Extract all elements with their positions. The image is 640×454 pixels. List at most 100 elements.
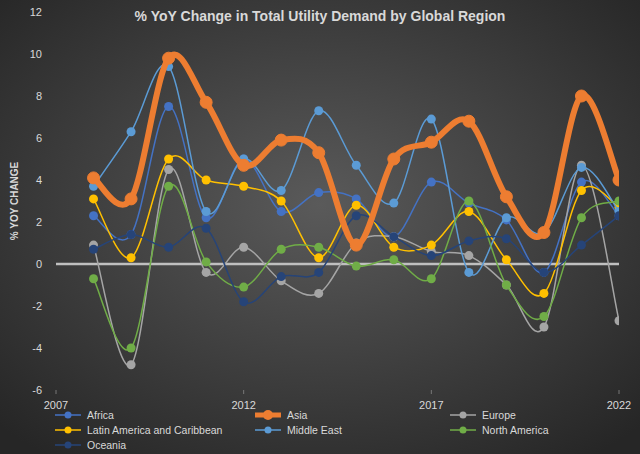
series-marker	[502, 234, 511, 243]
y-tick-label: -4	[32, 342, 42, 354]
series-marker	[389, 232, 398, 241]
zero-line	[56, 263, 619, 266]
series-marker	[125, 193, 137, 205]
legend-label: Europe	[482, 409, 516, 421]
legend-marker	[460, 412, 467, 419]
series-marker	[502, 255, 511, 264]
series-marker	[464, 207, 473, 216]
series-marker	[127, 230, 136, 239]
legend-marker	[65, 412, 72, 419]
series-marker	[464, 197, 473, 206]
series-marker	[127, 360, 136, 369]
legend-label: Africa	[87, 409, 114, 421]
series-marker	[425, 136, 437, 148]
series-marker	[352, 201, 361, 210]
legend-marker	[265, 427, 272, 434]
series-marker	[577, 163, 586, 172]
series-marker	[388, 153, 400, 165]
series-marker	[389, 232, 398, 241]
y-axis-label: % YOY CHANGE	[9, 161, 20, 240]
series-line	[94, 65, 619, 275]
y-tick-label: 6	[36, 132, 42, 144]
plot-area	[88, 52, 619, 369]
series-marker	[464, 236, 473, 245]
legend-label: Oceania	[87, 439, 126, 451]
x-tick-label: 2007	[44, 399, 68, 411]
series-marker	[277, 207, 286, 216]
series-marker	[352, 161, 361, 170]
series-marker	[202, 257, 211, 266]
series-marker	[314, 106, 323, 115]
series-marker	[239, 243, 248, 252]
series-marker	[539, 268, 548, 277]
series-marker	[427, 241, 436, 250]
series-marker	[575, 90, 587, 102]
series-marker	[427, 178, 436, 187]
series-marker	[202, 176, 211, 185]
series-marker	[164, 155, 173, 164]
series-marker	[89, 274, 98, 283]
series-marker	[539, 323, 548, 332]
legend-marker	[65, 442, 72, 449]
series-marker	[164, 102, 173, 111]
series-marker	[277, 245, 286, 254]
chart: % YoY Change in Total Utility Demand by …	[0, 0, 640, 454]
y-tick-label: 12	[30, 6, 42, 18]
x-tick-label: 2022	[607, 399, 631, 411]
series-marker	[88, 172, 100, 184]
series-marker	[164, 243, 173, 252]
series-marker	[89, 194, 98, 203]
y-tick-label: 2	[36, 216, 42, 228]
series-marker	[500, 191, 512, 203]
series-marker	[314, 289, 323, 298]
series-marker	[350, 239, 362, 251]
y-tick-label: -6	[32, 384, 42, 396]
x-tick	[431, 390, 432, 394]
series-line	[94, 165, 619, 365]
y-tick-label: 4	[36, 174, 42, 186]
series-line	[94, 215, 619, 304]
legend-marker	[65, 427, 72, 434]
series-marker	[427, 274, 436, 283]
series-marker	[314, 268, 323, 277]
y-tick-label: -2	[32, 300, 42, 312]
series-marker	[502, 213, 511, 222]
series-marker	[127, 344, 136, 353]
legend-label: Latin America and Caribbean	[87, 424, 223, 436]
legend-marker	[460, 427, 467, 434]
series-marker	[352, 211, 361, 220]
series-marker	[202, 207, 211, 216]
series-marker	[202, 268, 211, 277]
series-marker	[539, 268, 548, 277]
series-marker	[427, 251, 436, 260]
background	[0, 0, 640, 454]
series-marker	[89, 245, 98, 254]
series-marker	[613, 174, 619, 186]
series-marker	[615, 197, 620, 206]
series-marker	[277, 197, 286, 206]
series-marker	[539, 289, 548, 298]
series-marker	[277, 186, 286, 195]
series-marker	[464, 268, 473, 277]
x-tick	[243, 390, 244, 394]
series-marker	[314, 243, 323, 252]
series-marker	[127, 253, 136, 262]
series-marker	[202, 224, 211, 233]
series-marker	[164, 165, 173, 174]
series-marker	[389, 199, 398, 208]
series-marker	[427, 115, 436, 124]
legend: AfricaAsiaEuropeLatin America and Caribb…	[55, 409, 549, 451]
series-marker	[389, 243, 398, 252]
series-marker	[89, 211, 98, 220]
series-marker	[502, 281, 511, 290]
series-line	[94, 55, 619, 245]
x-tick-label: 2017	[419, 399, 443, 411]
series-marker	[275, 134, 287, 146]
series-marker	[389, 255, 398, 264]
series-marker	[239, 283, 248, 292]
series-line	[94, 156, 619, 296]
series-marker	[163, 52, 175, 64]
series-marker	[577, 186, 586, 195]
series-marker	[463, 115, 475, 127]
series-marker	[615, 316, 620, 325]
